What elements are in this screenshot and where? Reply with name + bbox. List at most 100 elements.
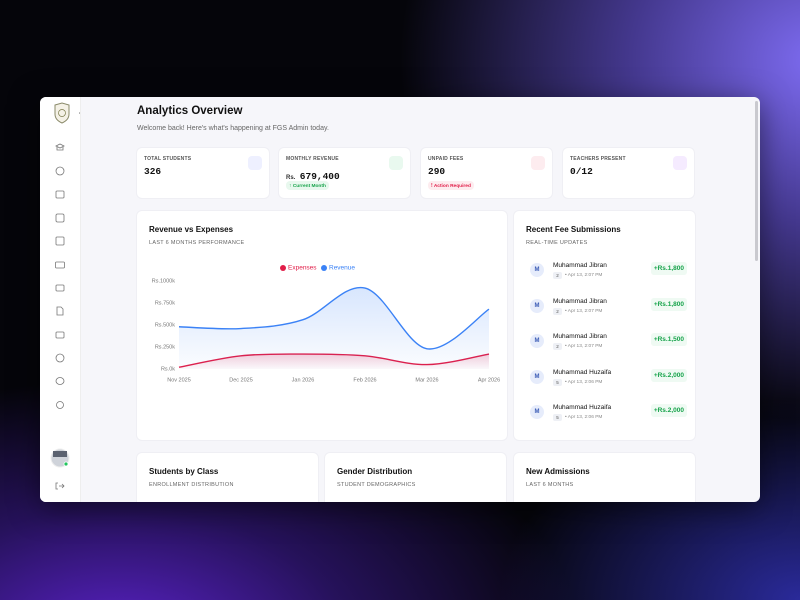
stat-label: UNPAID FEES [428, 156, 464, 162]
chart-subtitle: LAST 6 MONTHS PERFORMANCE [149, 240, 245, 246]
app-window: Analytics Overview Welcome back! Here's … [40, 97, 760, 502]
fee-time: • Apr 13, 2:07 PM [565, 308, 603, 314]
fee-name: Muhammad Jibran [553, 262, 607, 269]
line [178, 286, 490, 350]
legend-label: Expenses [288, 265, 317, 272]
recent-card: Recent Fee Submissions REAL-TIME UPDATES… [514, 211, 695, 440]
nav-icon[interactable] [55, 353, 65, 363]
stat-value: 679,400 [299, 171, 340, 182]
fee-class: 5 [553, 378, 562, 386]
card-title: New Admissions [526, 467, 590, 476]
badge-icon: ↑ [289, 182, 292, 189]
dot [79, 112, 81, 114]
stat-label: MONTHLY REVENUE [286, 156, 339, 162]
fee-time: • Apr 13, 2:06 PM [565, 379, 603, 385]
stat-value-row: Rs. 679,400 [286, 166, 340, 184]
fee-row: M Muhammad Jibran 2 • Apr 13, 2:07 PM +Rs.1,… [522, 256, 687, 284]
nav-icon[interactable] [55, 331, 65, 339]
online-dot [63, 461, 69, 467]
fee-time: • Apr 13, 2:07 PM [565, 344, 603, 349]
fee-class: 2 [553, 343, 562, 350]
nav-icon[interactable] [56, 306, 64, 316]
fee-amount: +Rs.1,800 [650, 262, 687, 275]
currency: Rs. [286, 175, 296, 181]
stat-icon [248, 156, 262, 170]
card-subtitle: ENROLLMENT DISTRIBUTION [149, 482, 234, 488]
nav-icon[interactable] [55, 166, 65, 176]
logo [54, 102, 70, 124]
legend-dot [321, 265, 327, 271]
fee-avatar: M [530, 369, 544, 384]
logout-icon[interactable] [55, 482, 65, 490]
x-tick-label: Jan 2026 [292, 377, 315, 383]
nav-icon[interactable] [55, 236, 65, 246]
stat-value: 326 [144, 166, 162, 177]
nav-icon[interactable] [55, 261, 65, 269]
recent-subtitle: REAL-TIME UPDATES [526, 240, 588, 246]
stat-value: 290 [428, 166, 446, 177]
logo-mark [58, 109, 66, 117]
fee-name: Muhammad Jibran [553, 333, 607, 340]
chart: Rs.0k Rs.250k Rs.500k Rs.750k Rs.1000k Nov 20… [152, 265, 500, 384]
fee-avatar: M [530, 405, 544, 419]
x-tick-label: Mar 2026 [415, 377, 438, 383]
page-title: Analytics Overview [137, 105, 243, 117]
stat-icon [673, 156, 687, 170]
card-subtitle: STUDENT DEMOGRAPHICS [337, 482, 416, 488]
chart-card: Revenue vs Expenses LAST 6 MONTHS PERFOR… [137, 211, 507, 440]
nav-icon[interactable] [55, 377, 65, 385]
scrollbar[interactable] [755, 101, 758, 261]
fee-time: • Apr 13, 2:06 PM [565, 415, 603, 420]
nav-icon[interactable] [55, 213, 65, 223]
badge-text: Current Month [292, 183, 326, 189]
fee-amount: +Rs.1,800 [650, 297, 687, 311]
nav-icon[interactable] [55, 190, 65, 199]
fee-time: • Apr 13, 2:07 PM [565, 273, 603, 278]
fee-row: M Muhammad Jibran 2 • Apr 13, 2:07 PM +Rs.1,… [522, 327, 687, 355]
stat-card: TEACHERS PRESENT 0/12 [563, 148, 694, 198]
badge-icon: ! [431, 182, 433, 189]
stat-icon [531, 156, 545, 170]
stat-value: 0/12 [570, 166, 593, 177]
fee-class: 5 [553, 414, 562, 421]
legend-label: Revenue [329, 265, 355, 272]
y-tick-label: Rs.250k [155, 344, 175, 350]
stat-label: TEACHERS PRESENT [570, 156, 626, 162]
card-subtitle: LAST 6 MONTHS [526, 482, 574, 488]
nav-icon[interactable] [55, 284, 65, 292]
chart-title: Revenue vs Expenses [149, 225, 234, 234]
avatar-photo [53, 451, 67, 457]
recent-title: Recent Fee Submissions [526, 225, 621, 234]
x-tick-label: Feb 2026 [353, 377, 376, 383]
sidebar [40, 97, 81, 502]
stat-badge: ! Action Required [428, 181, 474, 190]
badge-text: Action Required [433, 183, 471, 189]
fee-name: Muhammad Jibran [553, 297, 607, 305]
stat-card: MONTHLY REVENUE Rs. 679,400 ↑ Current Mo… [279, 148, 410, 198]
y-tick-label: Rs.750k [155, 300, 175, 306]
area [179, 287, 489, 369]
nav-icons [55, 143, 65, 490]
stat-icon [389, 156, 403, 170]
y-tick-label: Rs.500k [155, 322, 175, 328]
fee-amount: +Rs.1,500 [650, 333, 687, 346]
fee-class: 2 [553, 307, 562, 315]
sidebar-icons [50, 102, 81, 490]
card-title: Gender Distribution [337, 467, 413, 476]
x-tick-label: Apr 2026 [478, 377, 500, 383]
fee-name: Muhammad Huzaifa [553, 404, 612, 411]
nav-icon[interactable] [55, 143, 65, 151]
fee-name: Muhammad Huzaifa [553, 368, 612, 376]
stat-label: TOTAL STUDENTS [144, 156, 192, 162]
y-tick-label: Rs.1000k [152, 278, 175, 284]
stat-badge: ↑ Current Month [286, 181, 329, 190]
fee-amount: +Rs.2,000 [650, 404, 687, 417]
nav-icon[interactable] [56, 401, 64, 409]
page-subtitle: Welcome back! Here's what's happening at… [137, 125, 329, 132]
stat-card: UNPAID FEES 290 ! Action Required [421, 148, 552, 198]
bottom-card: Gender Distribution STUDENT DEMOGRAPHICS [325, 453, 506, 502]
x-tick-label: Dec 2025 [229, 377, 253, 383]
fee-row: M Muhammad Jibran 2 • Apr 13, 2:07 PM +Rs.1,… [522, 292, 687, 320]
card-title: Students by Class [149, 467, 219, 476]
